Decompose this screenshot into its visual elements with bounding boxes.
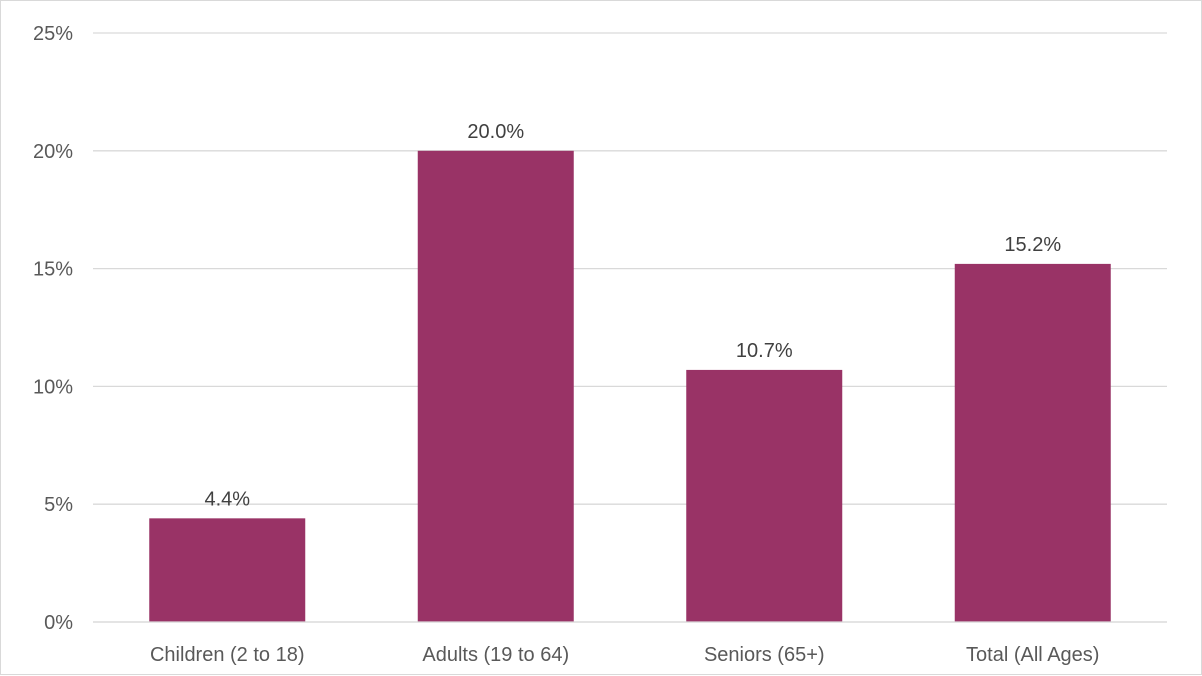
y-tick-label: 0% [44,612,73,634]
y-tick-label: 20% [33,141,73,163]
y-tick-label: 5% [44,494,73,516]
x-category-label: Seniors (65+) [704,644,825,666]
bar [686,369,843,622]
bars [93,150,1167,623]
data-labels: 4.4% 20.0% 10.7% 15.2% [204,121,1061,511]
x-category-label: Adults (19 to 64) [422,644,569,666]
data-label: 10.7% [736,340,793,362]
y-tick-label: 25% [33,23,73,45]
data-label: 4.4% [204,488,250,510]
y-tick-label: 15% [33,259,73,281]
data-label: 15.2% [1004,234,1061,256]
x-category-label: Children (2 to 18) [150,644,305,666]
x-axis-categories: Children (2 to 18) Adults (19 to 64) Senio… [150,644,1099,666]
x-category-label: Total (All Ages) [966,644,1099,666]
y-axis-ticks: 0% 5% 10% 15% 20% 25% [33,23,73,634]
bar [417,150,574,623]
bar [954,263,1111,622]
y-tick-label: 10% [33,376,73,398]
data-label: 20.0% [467,121,524,143]
bar [149,518,306,622]
